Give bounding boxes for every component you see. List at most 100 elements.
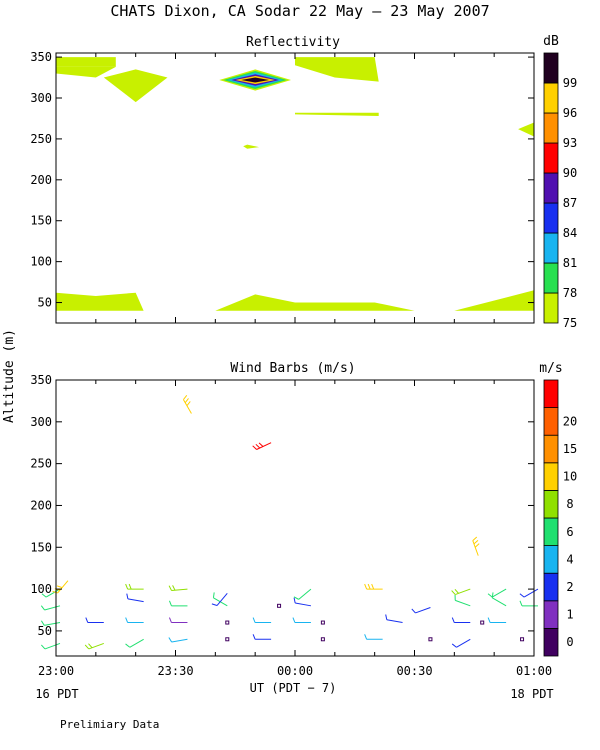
wind-barb-feather — [183, 395, 188, 400]
wind-barb-feather — [371, 583, 375, 590]
colorbar-tick-label: 99 — [563, 76, 577, 90]
wind-barb-feather — [40, 605, 45, 611]
wind-barb — [168, 637, 188, 643]
reflectivity-region — [518, 122, 534, 137]
colorbar-tick-label: 84 — [563, 226, 577, 240]
colorbar-swatch — [543, 52, 559, 84]
wind-barb-feather — [451, 590, 456, 595]
wind-barb-feather — [184, 398, 189, 403]
wind-barbs-panel: 50 100 150 200 250 300 350 23:00 23:30 00:00 00:30… — [30, 373, 552, 678]
wind-barb-feather — [473, 539, 479, 545]
y-axis-label: Altitude (m) — [2, 329, 17, 423]
reflectivity-region — [103, 69, 168, 103]
wind-barb-staff — [129, 638, 144, 648]
x-tick-label: 01:00 — [516, 664, 552, 678]
wind-barb — [451, 638, 471, 648]
colorbar-swatch — [543, 628, 559, 657]
reflectivity-region — [295, 57, 379, 82]
reflectivity-region — [241, 77, 270, 83]
wind-calm-mark — [428, 637, 433, 642]
figure-title: CHATS Dixon, CA Sodar 22 May — 23 May 20… — [110, 2, 489, 20]
wind-barb — [125, 583, 144, 590]
wind-barb — [519, 588, 539, 598]
y-tick-label: 200 — [30, 498, 52, 512]
colorbar-tick-label: 6 — [566, 525, 573, 539]
y-tick-label: 300 — [30, 91, 52, 105]
colorbar-tick-label: 2 — [566, 580, 573, 594]
wind-calm-mark — [225, 620, 230, 625]
colorbar-swatch — [543, 202, 559, 234]
wind-barb-feather — [293, 596, 299, 600]
wind-barb-staff — [256, 442, 272, 450]
colorbar-tick-label: 0 — [566, 635, 573, 649]
wind-barb — [252, 634, 272, 640]
wind-barb-feather — [56, 585, 63, 589]
wind-barb-feather — [125, 583, 129, 590]
x-tick-label: 23:30 — [157, 664, 193, 678]
colorbar-tick-label: 15 — [563, 442, 577, 456]
wind-barb — [40, 642, 61, 650]
colorbar-swatch — [543, 600, 559, 629]
wind-barb — [40, 620, 61, 626]
wind-barb-feather — [252, 617, 256, 623]
y-tick-label: 150 — [30, 214, 52, 228]
wind-barb-staff — [455, 599, 471, 607]
wind-barb — [385, 614, 403, 624]
wind-barb-feather — [52, 590, 58, 594]
x-axis-label: UT (PDT − 7) — [250, 681, 337, 695]
wind-barb — [168, 585, 188, 591]
y-tick-label: 300 — [30, 415, 52, 429]
colorbar-unit-wind: m/s — [539, 361, 562, 376]
wind-barb-staff — [171, 638, 188, 643]
wind-barb-staff — [456, 638, 471, 648]
wind-barb-feather — [252, 634, 256, 640]
wind-barb-feather — [472, 536, 478, 541]
y-tick-label: 250 — [30, 457, 52, 471]
colorbar-tick-label: 20 — [563, 414, 577, 428]
wind-barb — [364, 583, 383, 590]
colorbar-swatch — [543, 112, 559, 144]
wind-barb — [211, 592, 228, 607]
wind-barb-staff — [44, 642, 61, 650]
colorbar-swatch — [543, 434, 559, 464]
wind-barb — [125, 617, 144, 624]
wind-barb-feather — [125, 617, 129, 623]
wind-barb-feather — [451, 643, 457, 648]
wind-barb-feather — [255, 443, 261, 449]
colorbar-swatch — [543, 379, 559, 409]
wind-barb — [168, 600, 188, 607]
wind-barb-feather — [172, 585, 176, 591]
colorbar-swatch — [543, 572, 559, 602]
wind-calm-mark — [277, 603, 282, 608]
wind-barb — [212, 592, 228, 607]
wind-calm-mark — [320, 620, 325, 625]
reflectivity-region — [215, 294, 415, 311]
colorbar-swatch — [543, 142, 559, 174]
colorbar-swatch — [543, 517, 559, 547]
wind-barb-feather — [85, 617, 89, 623]
wind-barb-staff — [523, 588, 539, 598]
wind-barb-staff — [171, 588, 188, 591]
colorbar-tick-label: 90 — [563, 166, 577, 180]
colorbar-tick-label: 87 — [563, 196, 577, 210]
y-tick-label: 100 — [30, 255, 52, 269]
wind-barb — [252, 442, 272, 450]
wind-barb-staff — [183, 399, 192, 414]
wind-barb-feather — [258, 442, 264, 447]
wind-barb-feather — [186, 401, 191, 407]
y-tick-label: 50 — [38, 624, 52, 638]
wind-barb-feather — [40, 620, 45, 626]
wind-barb-feather — [126, 593, 129, 599]
wind-barb-feather — [385, 614, 388, 620]
wind-barb — [126, 593, 144, 603]
wind-barb-staff — [295, 602, 312, 607]
wind-barb-feather — [168, 617, 172, 623]
colorbar-tick-label: 96 — [563, 106, 577, 120]
reflectivity-region — [56, 57, 116, 67]
wind-barb-staff — [44, 605, 61, 611]
wind-barb-feather — [212, 592, 215, 598]
colorbar-swatch — [543, 545, 559, 574]
wind-barb — [451, 588, 471, 596]
wind-barb — [519, 600, 538, 607]
wind-barb — [293, 588, 312, 600]
